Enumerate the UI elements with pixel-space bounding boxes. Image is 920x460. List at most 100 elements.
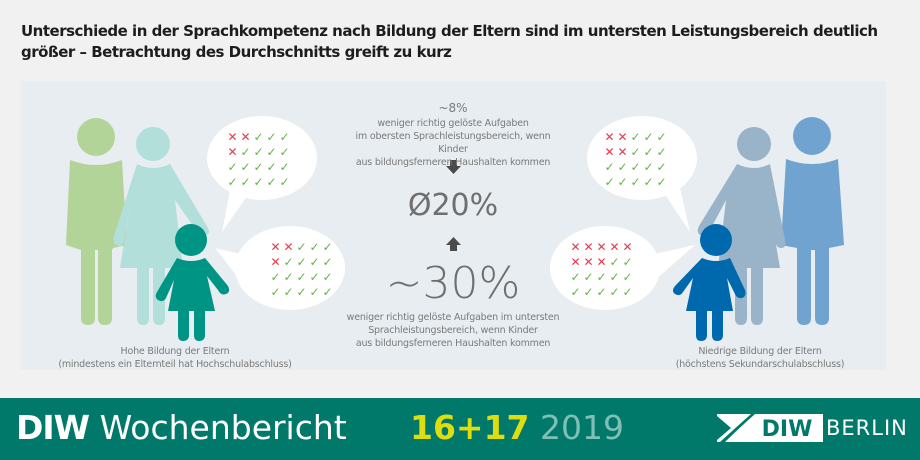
bottom-stat-desc-2: Sprachleistungsbereich, wenn Kinder	[368, 325, 538, 336]
wrong-mark-icon: ✕	[570, 255, 581, 269]
publication-name: DIW Wochenbericht	[16, 408, 347, 448]
correct-mark-icon: ✓	[270, 285, 281, 299]
logo-berlin-text: BERLIN	[826, 416, 908, 440]
wrong-mark-icon: ✕	[622, 240, 633, 254]
correct-mark-icon: ✓	[609, 255, 620, 269]
correct-mark-icon: ✓	[604, 175, 615, 189]
correct-mark-icon: ✓	[322, 285, 333, 299]
correct-mark-icon: ✓	[266, 130, 277, 144]
correct-mark-icon: ✓	[240, 145, 251, 159]
correct-mark-icon: ✓	[266, 145, 277, 159]
correct-mark-icon: ✓	[309, 255, 320, 269]
correct-mark-icon: ✓	[609, 285, 620, 299]
correct-mark-icon: ✓	[604, 160, 615, 174]
speech-bubble-left-bottom	[215, 226, 345, 310]
wrong-mark-icon: ✕	[596, 240, 607, 254]
father-figure-right	[781, 117, 844, 325]
correct-mark-icon: ✓	[570, 285, 581, 299]
correct-mark-icon: ✓	[622, 270, 633, 284]
brand-bold: DIW	[16, 408, 90, 447]
correct-mark-icon: ✓	[279, 130, 290, 144]
speech-bubble-right-bottom	[550, 226, 695, 310]
right-group-label: Niedrige Bildung der Eltern (höchstens S…	[650, 345, 870, 371]
bottom-stat-value: ~30%	[385, 258, 521, 309]
correct-mark-icon: ✓	[596, 285, 607, 299]
wrong-mark-icon: ✕	[270, 255, 281, 269]
correct-mark-icon: ✓	[322, 255, 333, 269]
speech-bubble-left-top	[207, 116, 317, 232]
left-group-label-2: (mindestens ein Elternteil hat Hochschul…	[58, 359, 292, 370]
left-group-label-1: Hohe Bildung der Eltern	[120, 346, 230, 357]
correct-mark-icon: ✓	[622, 255, 633, 269]
correct-mark-icon: ✓	[643, 145, 654, 159]
answers-grid-left-top: ✕ ✕ ✓ ✓ ✓ ✕ ✓ ✓ ✓ ✓ ✓ ✓ ✓ ✓ ✓ ✓ ✓ ✓ ✓ ✓	[226, 130, 291, 190]
child-figure-left	[155, 224, 230, 341]
correct-mark-icon: ✓	[279, 175, 290, 189]
correct-mark-icon: ✓	[617, 175, 628, 189]
top-stat: ~8% weniger richtig gelöste Aufgaben im …	[340, 101, 566, 169]
father-figure-left	[66, 118, 127, 325]
wrong-mark-icon: ✕	[617, 145, 628, 159]
illustration	[66, 116, 844, 341]
correct-mark-icon: ✓	[240, 175, 251, 189]
correct-mark-icon: ✓	[643, 130, 654, 144]
correct-mark-icon: ✓	[656, 175, 667, 189]
correct-mark-icon: ✓	[570, 270, 581, 284]
correct-mark-icon: ✓	[656, 160, 667, 174]
correct-mark-icon: ✓	[296, 255, 307, 269]
correct-mark-icon: ✓	[253, 160, 264, 174]
logo-box-text: DIW	[762, 417, 813, 442]
correct-mark-icon: ✓	[296, 270, 307, 284]
title-line-2: größer – Betrachtung des Durchschnitts g…	[21, 43, 452, 61]
correct-mark-icon: ✓	[283, 270, 294, 284]
correct-mark-icon: ✓	[227, 160, 238, 174]
correct-mark-icon: ✓	[630, 130, 641, 144]
correct-mark-icon: ✓	[609, 270, 620, 284]
answers-grid-right-bottom: ✕ ✕ ✕ ✕ ✕ ✕ ✕ ✕ ✓ ✓ ✓ ✓ ✓ ✓ ✓ ✓ ✓ ✓ ✓ ✓	[569, 240, 634, 300]
answers-grid-left-bottom: ✕ ✕ ✓ ✓ ✓ ✕ ✓ ✓ ✓ ✓ ✓ ✓ ✓ ✓ ✓ ✓ ✓ ✓ ✓ ✓	[269, 240, 334, 300]
average-stat-value: Ø20%	[407, 188, 499, 223]
wrong-mark-icon: ✕	[604, 145, 615, 159]
mother-figure-right	[697, 127, 786, 325]
correct-mark-icon: ✓	[309, 270, 320, 284]
top-stat-value: ~8%	[438, 101, 468, 115]
diw-logo-icon: DIW	[717, 414, 823, 442]
correct-mark-icon: ✓	[322, 270, 333, 284]
correct-mark-icon: ✓	[656, 130, 667, 144]
brand-rest: Wochenbericht	[99, 408, 347, 447]
issue-number: 16+17 2019	[410, 408, 624, 448]
bottom-stat-desc-3: aus bildungsferneren Haushalten kommen	[355, 338, 551, 349]
wrong-mark-icon: ✕	[604, 130, 615, 144]
correct-mark-icon: ✓	[643, 160, 654, 174]
correct-mark-icon: ✓	[309, 240, 320, 254]
answers-grid-right-top: ✕ ✕ ✓ ✓ ✓ ✕ ✕ ✓ ✓ ✓ ✓ ✓ ✓ ✓ ✓ ✓ ✓ ✓ ✓ ✓	[603, 130, 668, 190]
right-group-label-1: Niedrige Bildung der Eltern	[698, 346, 822, 357]
correct-mark-icon: ✓	[283, 255, 294, 269]
correct-mark-icon: ✓	[622, 285, 633, 299]
arrow-down-icon	[446, 160, 461, 174]
correct-mark-icon: ✓	[253, 130, 264, 144]
wrong-mark-icon: ✕	[583, 255, 594, 269]
correct-mark-icon: ✓	[322, 240, 333, 254]
top-stat-desc-1: weniger richtig gelöste Aufgaben	[377, 118, 529, 129]
correct-mark-icon: ✓	[309, 285, 320, 299]
left-group-label: Hohe Bildung der Eltern (mindestens ein …	[55, 345, 295, 371]
wrong-mark-icon: ✕	[596, 255, 607, 269]
correct-mark-icon: ✓	[279, 145, 290, 159]
correct-mark-icon: ✓	[296, 285, 307, 299]
wrong-mark-icon: ✕	[227, 145, 238, 159]
wrong-mark-icon: ✕	[609, 240, 620, 254]
correct-mark-icon: ✓	[583, 285, 594, 299]
correct-mark-icon: ✓	[266, 160, 277, 174]
mother-figure-left	[113, 127, 209, 325]
top-stat-desc-3: aus bildungsferneren Haushalten kommen	[355, 157, 551, 168]
title-line-1: Unterschiede in der Sprachkompetenz nach…	[21, 22, 878, 40]
correct-mark-icon: ✓	[630, 160, 641, 174]
wrong-mark-icon: ✕	[570, 240, 581, 254]
correct-mark-icon: ✓	[583, 270, 594, 284]
correct-mark-icon: ✓	[617, 160, 628, 174]
correct-mark-icon: ✓	[630, 145, 641, 159]
footer-bar: DIW Wochenbericht 16+17 2019	[0, 398, 920, 460]
correct-mark-icon: ✓	[596, 270, 607, 284]
right-group-label-2: (höchstens Sekundarschulabschluss)	[675, 359, 845, 370]
